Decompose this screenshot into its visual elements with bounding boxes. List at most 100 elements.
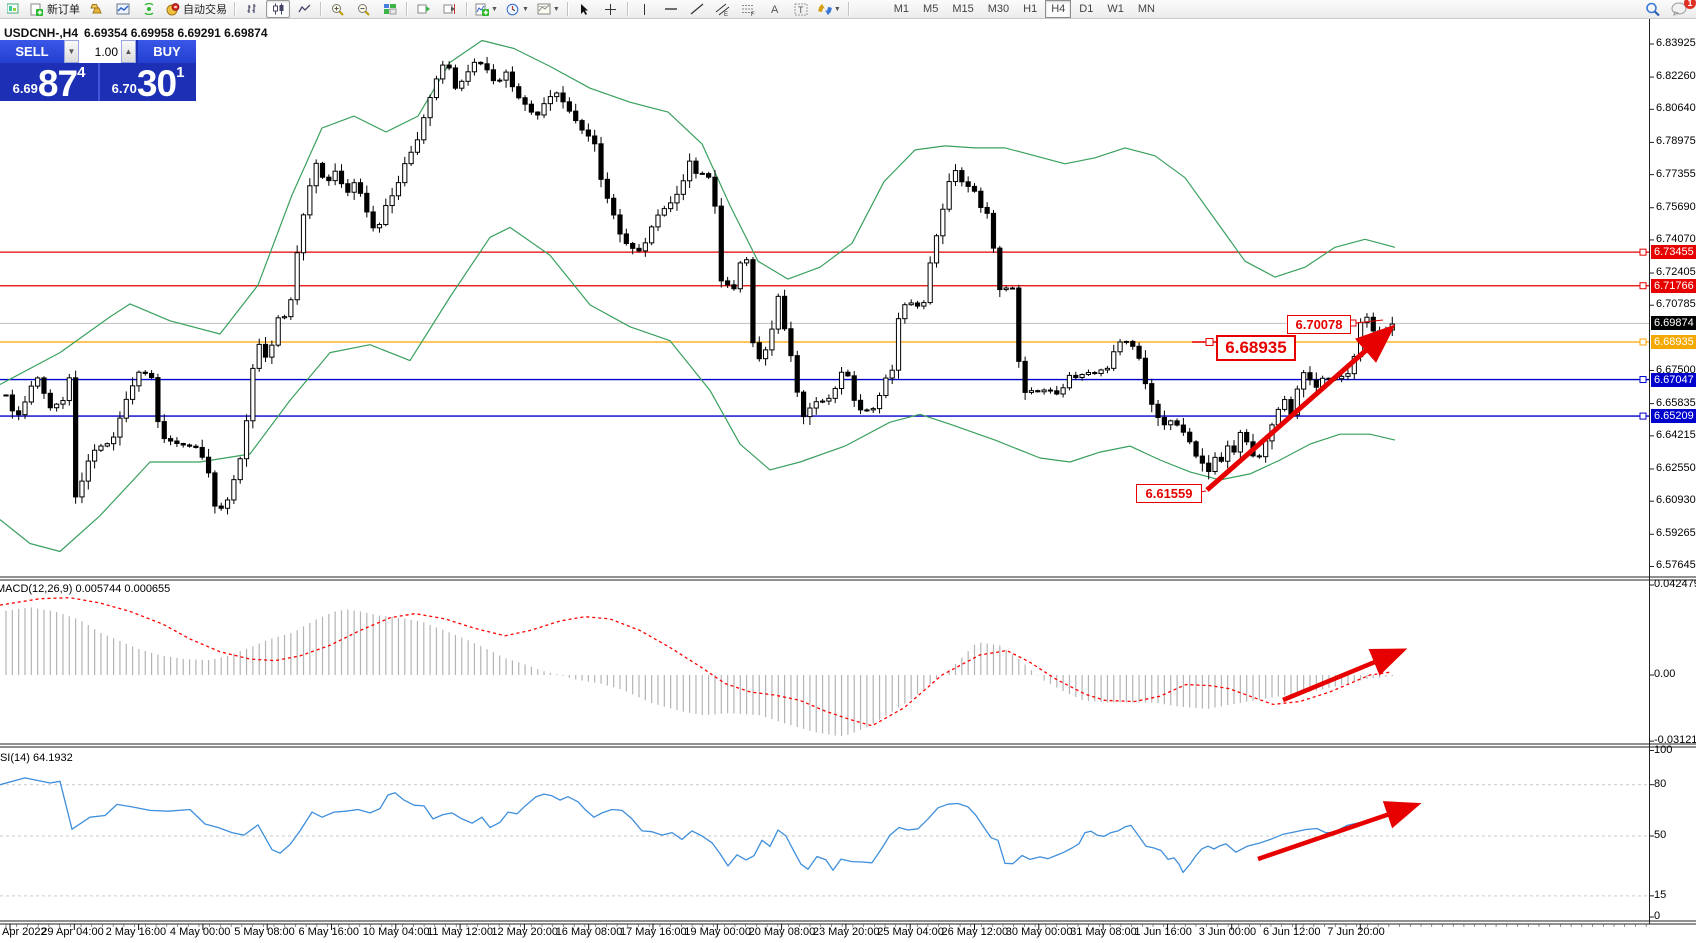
candle-body [788, 328, 794, 357]
candle-body [16, 410, 22, 416]
trend-arrow[interactable] [1205, 324, 1396, 492]
indicators-icon[interactable]: ▼ [472, 0, 501, 18]
line-end-handle[interactable] [1639, 412, 1647, 420]
candle-body [66, 377, 72, 402]
candle-body [104, 443, 110, 447]
auto-trading-button[interactable]: 自动交易 [163, 0, 230, 18]
timeframe-button-h1[interactable]: H1 [1023, 3, 1038, 15]
signal-icon[interactable] [137, 0, 161, 18]
trendline-tool-icon[interactable] [685, 0, 709, 18]
price-badge[interactable]: 6.71766 [1651, 279, 1696, 293]
zoom-out-icon[interactable] [352, 0, 376, 18]
candle-body [737, 262, 743, 290]
candle-body [566, 101, 572, 112]
macd-axis-tick: 0.00 [1654, 668, 1676, 680]
price-axis-tick: 6.78975 [1656, 135, 1696, 147]
timeframe-button-w1[interactable]: W1 [1107, 3, 1124, 15]
candle-body [111, 436, 117, 445]
line-chart-icon[interactable] [292, 0, 316, 18]
candle-body [883, 377, 889, 397]
sell-button[interactable]: SELL [0, 40, 64, 63]
periods-icon[interactable]: ▼ [503, 0, 532, 18]
time-axis-label: 1 Jun 16:00 [1134, 926, 1192, 938]
horizontal-line-tool-icon[interactable] [659, 0, 683, 18]
buy-price[interactable]: 6.70 30 1 [98, 63, 196, 104]
main-price-pane [0, 39, 1649, 553]
price-badge[interactable]: 6.73455 [1651, 245, 1696, 259]
fibonacci-tool-icon[interactable]: F [737, 0, 761, 18]
timeframe-button-m15[interactable]: M15 [952, 3, 974, 15]
vertical-line-tool-icon[interactable] [633, 0, 657, 18]
candle-body [427, 97, 433, 119]
candle-body [459, 80, 465, 89]
crosshair-icon[interactable] [599, 0, 623, 18]
gold-icon[interactable] [85, 0, 109, 18]
line-end-handle[interactable] [1639, 338, 1647, 346]
candle-body [649, 226, 655, 244]
app-grid-icon[interactable] [1, 0, 25, 18]
label-anchor[interactable] [1205, 338, 1214, 347]
timeframe-button-m1[interactable]: M1 [893, 3, 910, 15]
price-badge[interactable]: 6.68935 [1651, 335, 1696, 349]
notifications-icon[interactable]: 1 [1667, 0, 1696, 18]
text-tool-icon[interactable]: A [763, 0, 787, 18]
price-annotation-label[interactable]: 6.70078 [1287, 315, 1351, 334]
chart-window-icon[interactable] [111, 0, 135, 18]
timeframe-button-m5[interactable]: M5 [923, 3, 939, 15]
candle-body [908, 302, 914, 306]
trend-arrow[interactable] [1257, 801, 1422, 862]
search-icon[interactable] [1641, 0, 1665, 18]
cursor-icon[interactable] [573, 0, 597, 18]
tile-windows-icon[interactable] [378, 0, 402, 18]
price-badge[interactable]: 6.69874 [1651, 316, 1696, 330]
candle-body [680, 180, 686, 195]
timeframe-button-d1[interactable]: D1 [1079, 3, 1094, 15]
line-end-handle[interactable] [1639, 248, 1647, 256]
auto-scroll-icon[interactable] [412, 0, 436, 18]
timeframe-button-h4[interactable]: H4 [1045, 0, 1072, 18]
candle-body [79, 480, 85, 498]
candle-body [902, 304, 908, 320]
candle-body [60, 400, 66, 405]
text-label-tool-icon[interactable]: T [789, 0, 813, 18]
buy-button[interactable]: BUY [138, 40, 196, 63]
candle-body [1345, 373, 1351, 377]
line-end-handle[interactable] [1639, 376, 1647, 384]
timeframe-button-mn[interactable]: MN [1137, 3, 1155, 15]
price-badge[interactable]: 6.67047 [1651, 373, 1696, 387]
templates-icon[interactable]: ▼ [534, 0, 563, 18]
candle-body [1079, 374, 1085, 378]
zoom-in-icon[interactable] [326, 0, 350, 18]
price-badge[interactable]: 6.65209 [1651, 409, 1696, 423]
volume-input[interactable] [79, 40, 121, 63]
arrows-tool-icon[interactable]: ▼ [815, 0, 844, 18]
candle-body [269, 344, 275, 358]
volume-increase-button[interactable]: ▲ [121, 40, 136, 63]
chart-shift-icon[interactable] [438, 0, 462, 18]
time-axis-label: 16 May 08:00 [555, 926, 623, 938]
candle-body [598, 143, 604, 180]
candlestick-chart-icon[interactable] [266, 0, 290, 18]
timeframe-button-m30[interactable]: M30 [987, 3, 1010, 15]
sell-price[interactable]: 6.69 87 4 [0, 63, 98, 102]
equidistant-channel-tool-icon[interactable]: E [711, 0, 735, 18]
chart-background[interactable] [0, 18, 1696, 943]
rsi-axis-tick: 100 [1654, 744, 1673, 756]
candle-body [604, 178, 610, 199]
price-annotation-label[interactable]: 6.61559 [1136, 484, 1202, 503]
candle-body [857, 399, 864, 411]
candle-body [642, 242, 648, 252]
time-axis-label: 25 May 04:00 [877, 926, 944, 938]
candle-body [155, 377, 161, 423]
trend-arrow[interactable] [1282, 648, 1408, 703]
candle-body [370, 211, 376, 229]
buy-price-big: 30 [136, 63, 177, 104]
line-end-handle[interactable] [1639, 282, 1647, 290]
price-axis-tick: 6.72405 [1656, 266, 1696, 278]
price-annotation-label[interactable]: 6.68935 [1216, 335, 1296, 361]
volume-decrease-button[interactable]: ▼ [64, 40, 79, 63]
candle-body [54, 403, 60, 409]
new-order-button[interactable]: 新订单 [27, 0, 83, 18]
bar-chart-icon[interactable] [240, 0, 264, 18]
